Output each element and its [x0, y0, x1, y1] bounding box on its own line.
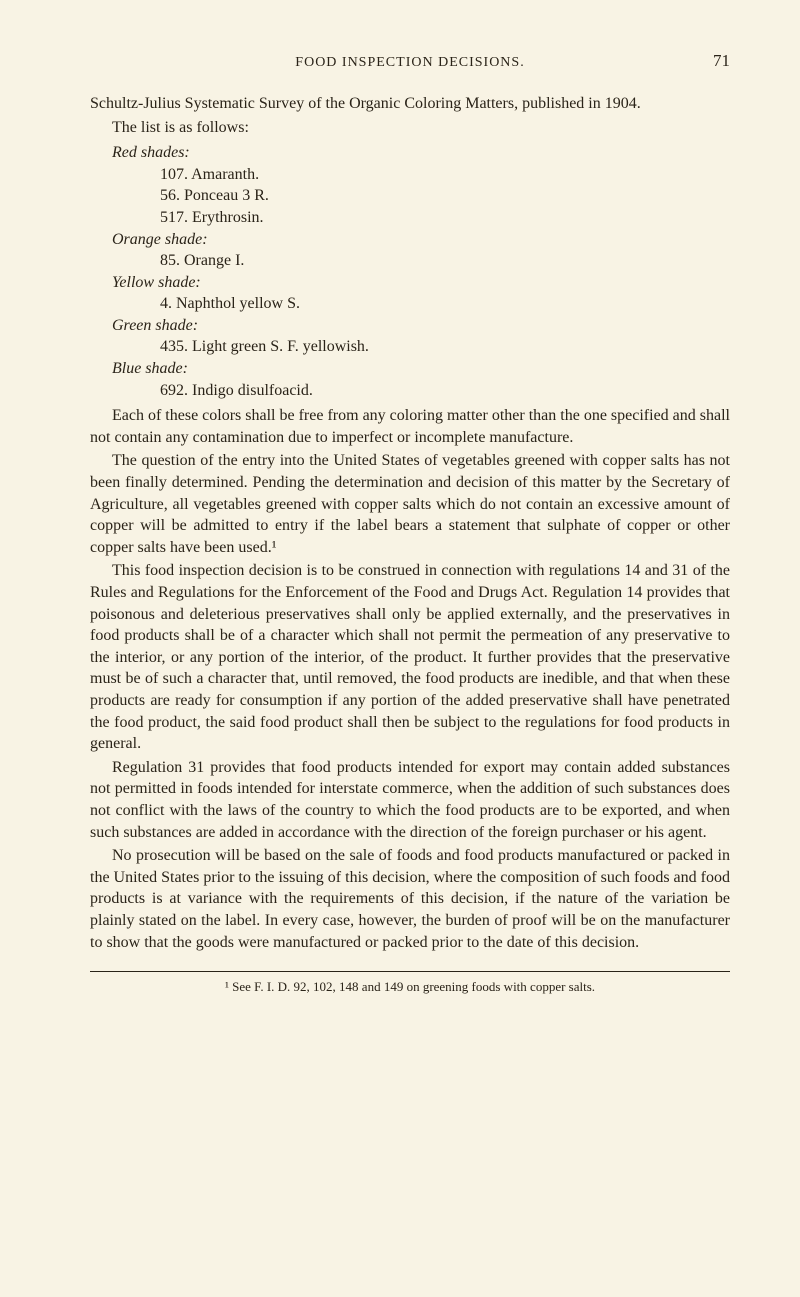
- shade-label-green: Green shade:: [112, 315, 730, 337]
- body-paragraph-5: No prosecution will be based on the sale…: [90, 845, 730, 953]
- shade-label-orange: Orange shade:: [112, 229, 730, 251]
- shade-item: 692. Indigo disulfoacid.: [160, 380, 730, 402]
- body-paragraph-2: The question of the entry into the Unite…: [90, 450, 730, 558]
- shade-label-red: Red shades:: [112, 142, 730, 164]
- page-number: 71: [690, 50, 730, 73]
- intro-line-1: Schultz-Julius Systematic Survey of the …: [90, 93, 730, 115]
- footnote: ¹ See F. I. D. 92, 102, 148 and 149 on g…: [90, 978, 730, 996]
- shades-list: Red shades: 107. Amaranth. 56. Ponceau 3…: [90, 142, 730, 401]
- shade-item: 517. Erythrosin.: [160, 207, 730, 229]
- intro-line-2: The list is as follows:: [90, 117, 730, 139]
- body-paragraph-1: Each of these colors shall be free from …: [90, 405, 730, 448]
- body-paragraph-4: Regulation 31 provides that food product…: [90, 757, 730, 843]
- shade-label-blue: Blue shade:: [112, 358, 730, 380]
- page-content: FOOD INSPECTION DECISIONS. 71 Schultz-Ju…: [0, 0, 800, 1056]
- page-header: FOOD INSPECTION DECISIONS. 71: [90, 50, 730, 73]
- body-paragraph-3: This food inspection decision is to be c…: [90, 560, 730, 754]
- footnote-rule: [90, 971, 730, 972]
- shade-item: 435. Light green S. F. yellowish.: [160, 336, 730, 358]
- shade-label-yellow: Yellow shade:: [112, 272, 730, 294]
- shade-item: 85. Orange I.: [160, 250, 730, 272]
- running-head: FOOD INSPECTION DECISIONS.: [130, 54, 690, 73]
- shade-item: 56. Ponceau 3 R.: [160, 185, 730, 207]
- shade-item: 4. Naphthol yellow S.: [160, 293, 730, 315]
- shade-item: 107. Amaranth.: [160, 164, 730, 186]
